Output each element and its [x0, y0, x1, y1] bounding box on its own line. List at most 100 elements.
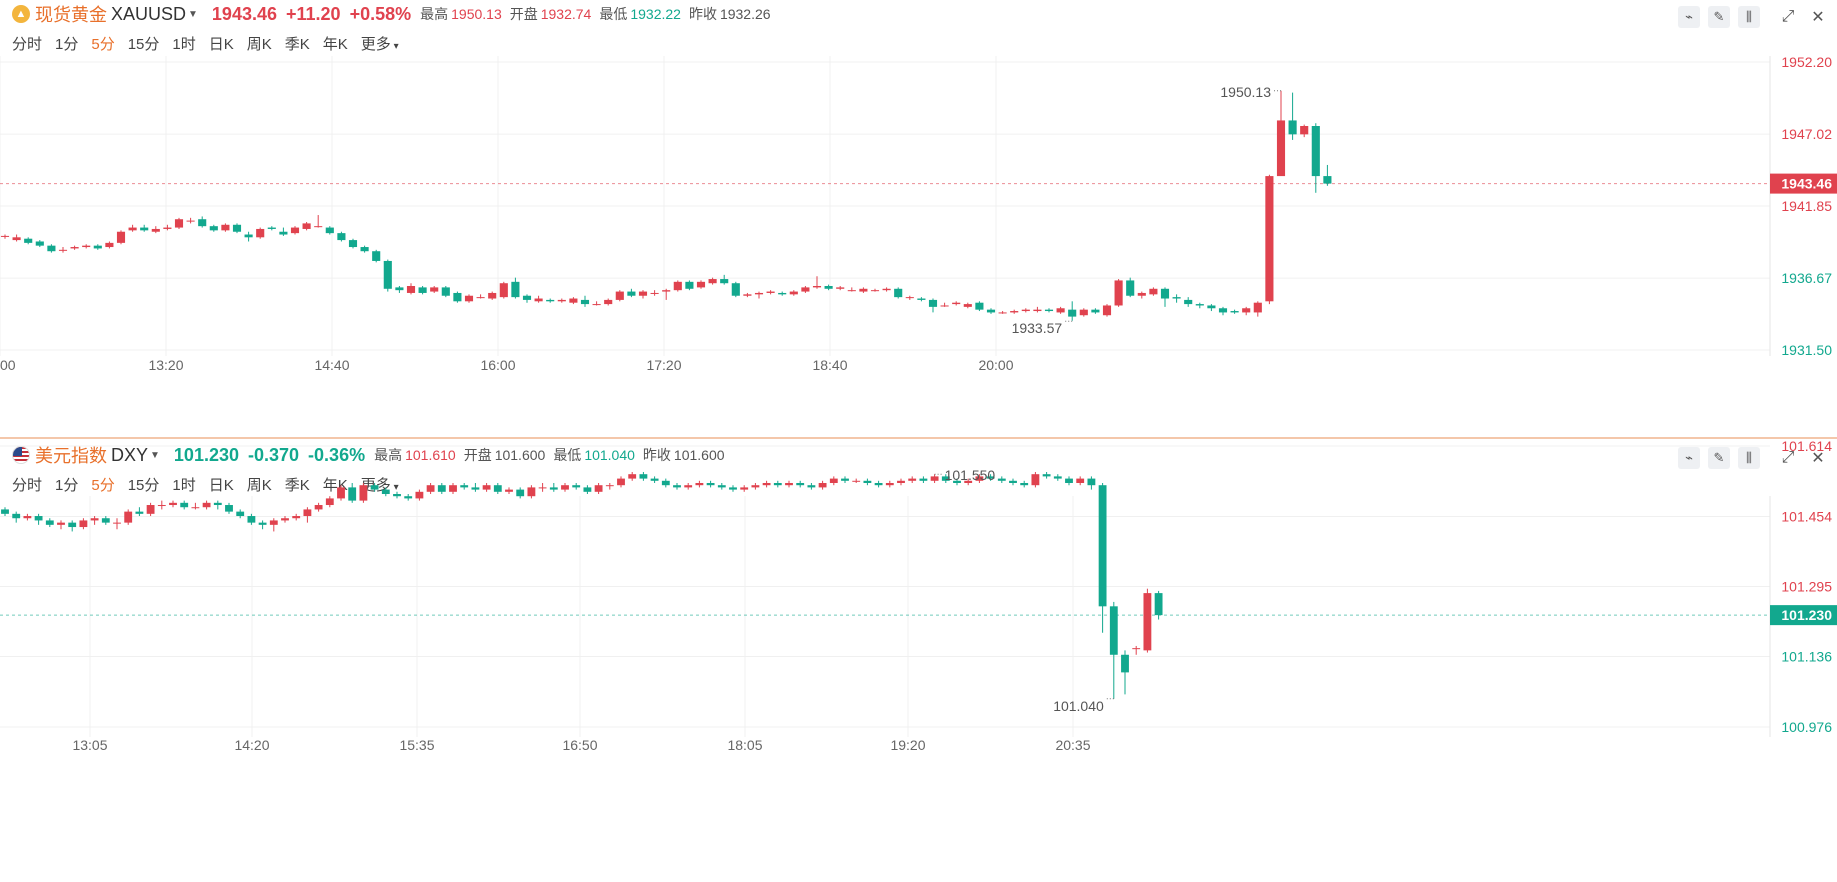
y-axis-tick-label: 101.136 [1781, 649, 1832, 665]
candle-body [348, 240, 358, 248]
period-tab[interactable]: 1分 [55, 476, 79, 494]
candle-body [717, 485, 726, 488]
candle-body [186, 220, 195, 222]
panel-divider[interactable] [0, 437, 1837, 439]
low-label: 最低 [599, 6, 628, 22]
y-axis-tick-label: 1947.02 [1781, 126, 1832, 142]
symbol-code[interactable]: XAUUSD [111, 3, 187, 24]
candle-body [174, 219, 184, 228]
high-value: 101.610 [405, 447, 456, 463]
period-tab[interactable]: 1时 [172, 476, 196, 494]
candle-body [1160, 288, 1170, 299]
price-change-pct: +0.58% [349, 3, 412, 24]
candle-body [493, 485, 502, 492]
candle-body [430, 287, 439, 292]
candlestick-chart[interactable]: 101.614 101.454 101.295 101.136 100.976 13:05… [0, 441, 1837, 882]
period-tab-active[interactable]: 5分 [91, 35, 115, 53]
candle-body [1031, 474, 1040, 486]
period-tab[interactable]: 日K [208, 476, 234, 494]
candlestick-chart[interactable]: 1952.20 1947.02 1941.85 1936.67 1931.50 00 13:… [0, 0, 1837, 441]
y-axis-tick-label: 1952.20 [1781, 54, 1832, 70]
candle-body [627, 291, 636, 296]
candle-body [569, 298, 578, 303]
fullscreen-icon[interactable]: ⤢ [1781, 449, 1795, 466]
candle-body [57, 522, 65, 525]
candle-body [998, 312, 1007, 314]
candle-body [482, 485, 491, 490]
x-axis-tick-label: 15:35 [399, 737, 434, 753]
candle-body [292, 516, 301, 519]
candle-body [337, 233, 346, 241]
line-chart-icon[interactable]: ⌁ [1678, 447, 1700, 469]
candle-body [191, 507, 200, 509]
candle-body [90, 518, 99, 521]
candle-body [1172, 297, 1181, 299]
candle-body [449, 485, 457, 492]
period-tab[interactable]: 周K [246, 476, 272, 494]
symbol-name[interactable]: 美元指数 [35, 446, 107, 466]
candle-body [617, 478, 625, 486]
candle-body [572, 485, 581, 488]
period-tab[interactable]: 年K [322, 35, 348, 53]
candle-body [706, 482, 715, 486]
candle-body [505, 489, 513, 492]
candle-body [314, 226, 323, 228]
period-tab[interactable]: 周K [246, 35, 272, 53]
candle-body [45, 520, 54, 525]
period-more-dropdown[interactable]: 更多 [361, 474, 399, 495]
candle-body [471, 487, 480, 490]
candlestick-icon[interactable]: ⫼ [1738, 6, 1760, 28]
period-tab[interactable]: 季K [284, 35, 310, 53]
candle-body [511, 281, 520, 298]
candle-body [12, 237, 21, 241]
candle-body [650, 292, 659, 294]
candle-body [1149, 288, 1158, 295]
period-tab[interactable]: 日K [208, 35, 234, 53]
candle-body [662, 290, 671, 292]
candle-body [1044, 309, 1054, 312]
symbol-header: 美元指数 DXY ▼ 101.230 -0.370 -0.36% 最高 101.… [0, 441, 1837, 469]
low-label: 最低 [553, 447, 582, 463]
close-icon[interactable]: ✕ [1811, 450, 1825, 467]
candle-body [163, 227, 172, 229]
low-value: 1932.22 [630, 6, 681, 22]
candle-body [1079, 309, 1088, 316]
period-tab[interactable]: 1分 [55, 35, 79, 53]
candle-body [267, 227, 276, 229]
candle-body [778, 292, 787, 295]
period-tab[interactable]: 季K [284, 476, 310, 494]
candle-body [615, 291, 624, 300]
symbol-dropdown-icon[interactable]: ▼ [150, 449, 160, 461]
candle-body [1114, 280, 1123, 306]
period-tab[interactable]: 1时 [172, 35, 196, 53]
period-tab[interactable]: 15分 [127, 35, 160, 53]
draw-pen-icon[interactable]: ✎ [1708, 6, 1730, 28]
symbol-name[interactable]: 现货黄金 [35, 5, 107, 25]
candle-body [415, 491, 424, 499]
candle-body [1184, 299, 1193, 305]
period-tab[interactable]: 15分 [127, 476, 160, 494]
period-more-dropdown[interactable]: 更多 [361, 33, 399, 54]
candle-body [549, 487, 558, 490]
candle-body [720, 279, 729, 284]
candle-body [538, 487, 547, 489]
candlestick-icon[interactable]: ⫼ [1738, 447, 1760, 469]
period-tab[interactable]: 分时 [12, 476, 43, 494]
candle-body [522, 295, 532, 300]
candle-body [68, 522, 77, 528]
fullscreen-icon[interactable]: ⤢ [1781, 8, 1795, 25]
line-chart-icon[interactable]: ⌁ [1678, 6, 1700, 28]
draw-pen-icon[interactable]: ✎ [1708, 447, 1730, 469]
symbol-code[interactable]: DXY [111, 444, 149, 465]
symbol-dropdown-icon[interactable]: ▼ [188, 8, 198, 20]
close-icon[interactable]: ✕ [1811, 9, 1825, 26]
candle-body [269, 520, 278, 525]
candle-body [628, 474, 637, 479]
x-axis-tick-label: 14:20 [234, 737, 269, 753]
period-tab[interactable]: 分时 [12, 35, 43, 53]
gold-coin-icon: ▲ [12, 5, 30, 23]
period-tab-active[interactable]: 5分 [91, 476, 115, 494]
candle-body [919, 478, 928, 481]
high-label: 最高 [374, 447, 403, 463]
candle-body [1265, 176, 1274, 302]
